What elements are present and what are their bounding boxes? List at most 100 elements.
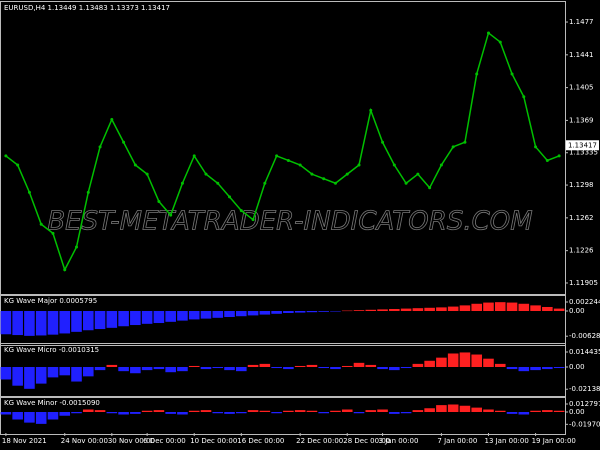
histogram-bar	[35, 367, 47, 384]
histogram-bar	[389, 308, 400, 311]
price-point	[498, 40, 502, 44]
y-tick-label: 0.00	[569, 307, 585, 315]
histogram-bar	[24, 367, 35, 389]
histogram-bar	[283, 367, 294, 370]
price-point	[122, 140, 126, 144]
histogram-bar	[188, 365, 200, 367]
histogram-bar	[212, 310, 224, 318]
price-point	[369, 108, 373, 112]
histogram-bar	[236, 310, 247, 317]
histogram-bar	[471, 303, 483, 311]
histogram-bar	[24, 412, 35, 423]
price-point	[204, 172, 208, 176]
histogram-bar	[71, 310, 82, 332]
histogram-bar	[35, 310, 47, 336]
price-point	[39, 222, 43, 226]
histogram-bar	[330, 410, 341, 412]
price-point	[63, 268, 67, 272]
last-price-label: 1.13417	[568, 141, 597, 149]
price-point	[463, 140, 467, 144]
histogram-bar	[141, 310, 153, 324]
price-point	[522, 95, 526, 99]
histogram-bar	[353, 362, 365, 367]
histogram-bar	[494, 363, 506, 367]
histogram-bar	[71, 367, 82, 382]
panel-border	[0, 343, 566, 398]
y-tick-label: 1.1369	[569, 116, 594, 124]
histogram-bar	[247, 410, 259, 412]
y-tick-label: 1.1262	[569, 214, 594, 222]
last-price-box	[566, 140, 599, 151]
histogram-bar	[82, 409, 94, 412]
histogram-bar	[542, 367, 553, 370]
price-point	[475, 72, 479, 76]
price-point	[510, 72, 514, 76]
y-tick-label: 1.13335	[569, 149, 598, 157]
histogram-bar	[424, 360, 435, 367]
histogram-bar	[530, 305, 541, 311]
x-tick-label: 13 Jan 00:00	[484, 437, 528, 445]
histogram-bar	[400, 412, 412, 414]
histogram-bar	[447, 306, 459, 311]
histogram-bar	[518, 367, 530, 372]
price-point	[239, 209, 243, 213]
histogram-bar	[377, 409, 388, 412]
histogram-bar	[130, 310, 141, 326]
histogram-bar	[506, 412, 518, 414]
x-tick-label: 28 Dec 00:00	[343, 437, 390, 445]
x-tick-label: 18 Nov 2021	[2, 437, 47, 445]
price-point	[216, 181, 220, 185]
histogram-bar	[259, 410, 271, 412]
histogram-bar	[294, 410, 306, 412]
histogram-bar	[471, 354, 483, 367]
histogram-bar	[130, 412, 141, 414]
histogram-bar	[177, 367, 188, 372]
histogram-bar	[553, 410, 565, 412]
histogram-bar	[165, 412, 176, 414]
histogram-bar	[483, 409, 494, 412]
price-point	[486, 31, 490, 35]
histogram-bar	[553, 308, 565, 311]
x-tick-label: 30 Nov 00:00	[108, 437, 155, 445]
histogram-bar	[47, 310, 59, 335]
histogram-bar	[553, 367, 565, 369]
histogram-bar	[106, 364, 118, 367]
histogram-bar	[330, 367, 341, 370]
histogram-bar	[353, 412, 365, 414]
histogram-bar	[141, 410, 153, 412]
histogram-bar	[47, 367, 59, 378]
x-tick-label: 7 Jan 00:00	[437, 437, 477, 445]
histogram-bar	[424, 307, 435, 311]
histogram-bar	[459, 405, 471, 412]
histogram-bar	[200, 310, 212, 319]
histogram-bar	[389, 367, 400, 371]
histogram-bar	[59, 310, 71, 334]
histogram-bar	[412, 410, 424, 412]
histogram-bar	[71, 412, 82, 414]
price-point	[169, 213, 173, 217]
histogram-bar	[412, 363, 424, 367]
price-point	[51, 231, 55, 235]
histogram-bar	[518, 303, 530, 311]
histogram-bar	[94, 310, 106, 330]
histogram-bar	[177, 412, 188, 415]
histogram-bar	[271, 367, 282, 369]
histogram-bar	[436, 307, 447, 311]
price-line	[5, 31, 560, 272]
histogram-bar	[259, 363, 271, 367]
histogram-bar	[353, 310, 365, 311]
histogram-bar	[530, 367, 541, 371]
histogram-bar	[436, 357, 447, 367]
histogram-bar	[400, 308, 412, 311]
histogram-bar	[506, 367, 518, 370]
panel-title: KG Wave Micro -0.0010315	[4, 346, 99, 354]
histogram-bar	[236, 412, 247, 414]
histogram-bar	[247, 310, 259, 316]
histogram-bar	[412, 308, 424, 311]
histogram-bar	[459, 305, 471, 311]
histogram-bar	[294, 310, 306, 313]
histogram-bar	[118, 367, 129, 372]
y-tick-label: 1.1441	[569, 51, 594, 59]
price-point	[310, 172, 314, 176]
